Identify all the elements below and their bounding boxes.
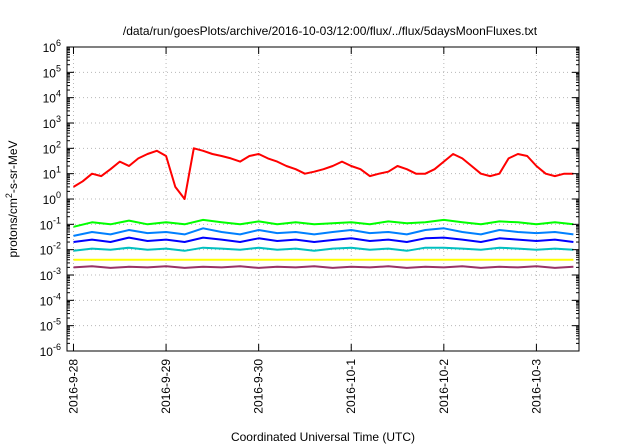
y-tick-label: 10-2 [40,241,61,258]
series-group [72,147,574,269]
y-tick-exponent: -6 [53,342,61,352]
y-tick-exponent: 2 [56,139,61,149]
y-tick-exponent: -4 [53,291,61,301]
chart-title: /data/run/goesPlots/archive/2016-10-03/1… [123,24,538,38]
series-line-4 [73,236,574,243]
y-axis-label: protons/cm2-s-sr-MeV [4,140,20,257]
y-tick-exponent: 4 [56,89,61,99]
y-tick-base: 10 [43,193,57,207]
y-tick-base: 10 [40,269,54,283]
y-tick-base: 10 [43,92,57,106]
x-axis-label: Coordinated Universal Time (UTC) [231,430,415,444]
y-tick-base: 10 [43,142,57,156]
y-tick-label: 105 [43,63,61,80]
x-tick-label: 2016-10-1 [344,359,358,414]
y-tick-base: 10 [43,41,57,55]
y-tick-base: 10 [40,294,54,308]
y-tick-exponent: -1 [53,215,61,225]
y-tick-label: 10-3 [40,266,61,283]
y-tick-label: 101 [43,165,61,182]
y-tick-base: 10 [40,345,54,359]
y-tick-exponent: 5 [56,63,61,73]
y-tick-exponent: -3 [53,266,61,276]
y-tick-exponent: 0 [56,190,61,200]
series-line-1 [72,147,574,200]
y-tick-exponent: -2 [53,241,61,251]
x-tick-label: 2016-10-2 [437,359,451,414]
y-tick-exponent: 3 [56,114,61,124]
y-tick-base: 10 [40,218,54,232]
series-line-5 [73,246,574,252]
x-tick-labels: 2016-9-28 2016-9-29 2016-9-30 2016-10-1 2016… [66,359,543,414]
y-tick-base: 10 [43,168,57,182]
y-tick-label: 10-6 [40,342,61,359]
y-tick-base: 10 [40,244,54,258]
y-tick-label: 10-5 [40,317,61,334]
series-line-7 [73,265,574,269]
x-tick-label: 2016-10-3 [529,359,543,414]
axis-ticks [67,46,579,352]
y-tick-label: 104 [43,89,61,106]
y-tick-label: 100 [43,190,61,207]
y-tick-label: 10-1 [40,215,61,232]
y-tick-labels: 10610510410310210110010-110-210-310-410-… [40,38,61,359]
y-tick-base: 10 [40,320,54,334]
series-line-2 [73,218,574,228]
x-tick-label: 2016-9-29 [159,359,173,414]
y-tick-exponent: 1 [56,165,61,175]
y-tick-exponent: -5 [53,317,61,327]
y-tick-label: 103 [43,114,61,131]
grid [67,47,579,351]
y-tick-label: 10-4 [40,291,61,308]
y-tick-exponent: 6 [56,38,61,48]
series-line-3 [73,227,574,237]
y-tick-label: 102 [43,139,61,156]
x-tick-label: 2016-9-28 [66,359,80,414]
x-tick-label: 2016-9-30 [252,359,266,414]
y-tick-base: 10 [43,117,57,131]
y-tick-base: 10 [43,66,57,80]
y-tick-label: 106 [43,38,61,55]
